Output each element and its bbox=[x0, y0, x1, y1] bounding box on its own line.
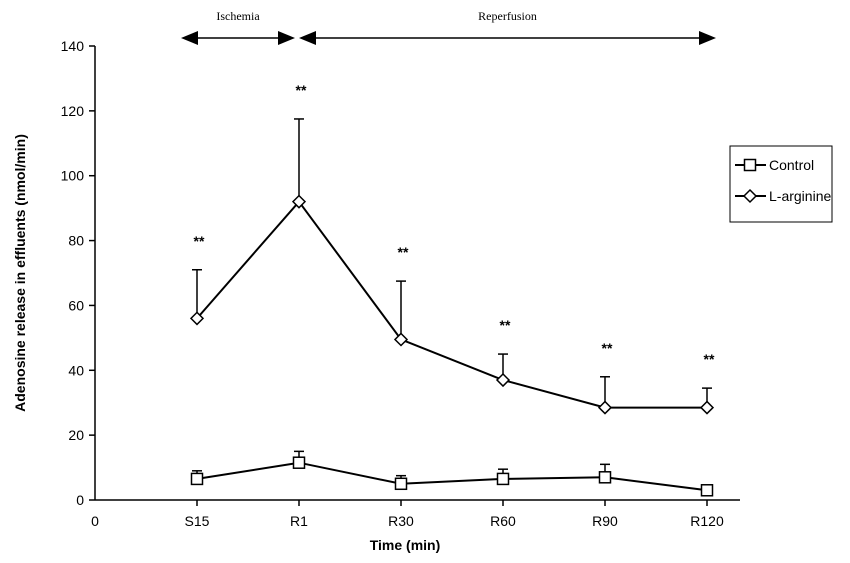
significance-marks: ** ** ** ** ** ** bbox=[194, 82, 715, 367]
x-tick-label: R60 bbox=[490, 513, 516, 529]
legend: Control L-arginine bbox=[729, 145, 833, 223]
x-axis-label: Time (min) bbox=[370, 537, 441, 553]
significance-mark: ** bbox=[296, 82, 307, 98]
significance-mark: ** bbox=[194, 233, 205, 249]
x-tick-label: R1 bbox=[290, 513, 308, 529]
arrow-head bbox=[299, 31, 316, 45]
legend-item: Control bbox=[735, 157, 814, 173]
series bbox=[189, 118, 715, 497]
legend-label: L-arginine bbox=[769, 188, 831, 204]
data-point-square bbox=[292, 456, 306, 469]
data-point-diamond bbox=[597, 400, 613, 415]
significance-mark: ** bbox=[398, 244, 409, 260]
y-tick-label: 40 bbox=[68, 362, 84, 378]
data-point-diamond bbox=[291, 194, 307, 209]
y-axis-label: Adenosine release in effluents (nmol/min… bbox=[12, 134, 28, 412]
significance-mark: ** bbox=[602, 340, 613, 356]
phase-label: Ischemia bbox=[216, 9, 260, 23]
data-point-diamond bbox=[393, 332, 409, 347]
legend-item: L-arginine bbox=[735, 188, 831, 204]
data-point-square bbox=[190, 472, 204, 486]
data-point-square bbox=[700, 484, 714, 497]
x-tick-label: 0 bbox=[91, 513, 99, 529]
x-tick-label: R120 bbox=[690, 513, 724, 529]
data-point-square bbox=[743, 158, 757, 172]
legend-label: Control bbox=[769, 157, 814, 173]
y-tick-label: 120 bbox=[61, 103, 85, 119]
arrow-head bbox=[278, 31, 295, 45]
series-line bbox=[196, 461, 708, 492]
axes bbox=[94, 46, 740, 501]
significance-mark: ** bbox=[704, 351, 715, 367]
legend-box bbox=[729, 145, 833, 223]
x-tick-label: R90 bbox=[592, 513, 618, 529]
data-point-square bbox=[496, 472, 510, 486]
x-tick-label: R30 bbox=[388, 513, 414, 529]
data-point-square bbox=[598, 471, 612, 484]
data-point-diamond bbox=[742, 188, 758, 204]
data-point-square bbox=[394, 477, 408, 491]
arrow-head bbox=[699, 31, 716, 45]
y-tick-label: 0 bbox=[76, 492, 84, 508]
data-point-diamond bbox=[495, 372, 511, 388]
x-tick-label: S15 bbox=[185, 513, 210, 529]
arrow-head bbox=[181, 31, 198, 45]
data-point-diamond bbox=[699, 400, 715, 415]
y-tick-label: 80 bbox=[68, 233, 84, 249]
x-ticks: 0 S15 R1 R30 R60 R90 R120 bbox=[91, 500, 724, 529]
y-ticks: 0 20 40 60 80 100 120 140 bbox=[61, 38, 95, 508]
y-tick-label: 60 bbox=[68, 297, 84, 313]
significance-mark: ** bbox=[500, 317, 511, 333]
series-l-arginine bbox=[189, 118, 715, 415]
series-line bbox=[196, 200, 707, 409]
y-tick-label: 20 bbox=[68, 427, 84, 443]
data-point-diamond bbox=[189, 311, 205, 326]
series-control bbox=[190, 450, 714, 497]
phase-label: Reperfusion bbox=[478, 9, 537, 23]
y-tick-label: 100 bbox=[61, 168, 85, 184]
phase-arrows: Ischemia Reperfusion bbox=[181, 9, 716, 45]
y-tick-label: 140 bbox=[61, 38, 85, 54]
